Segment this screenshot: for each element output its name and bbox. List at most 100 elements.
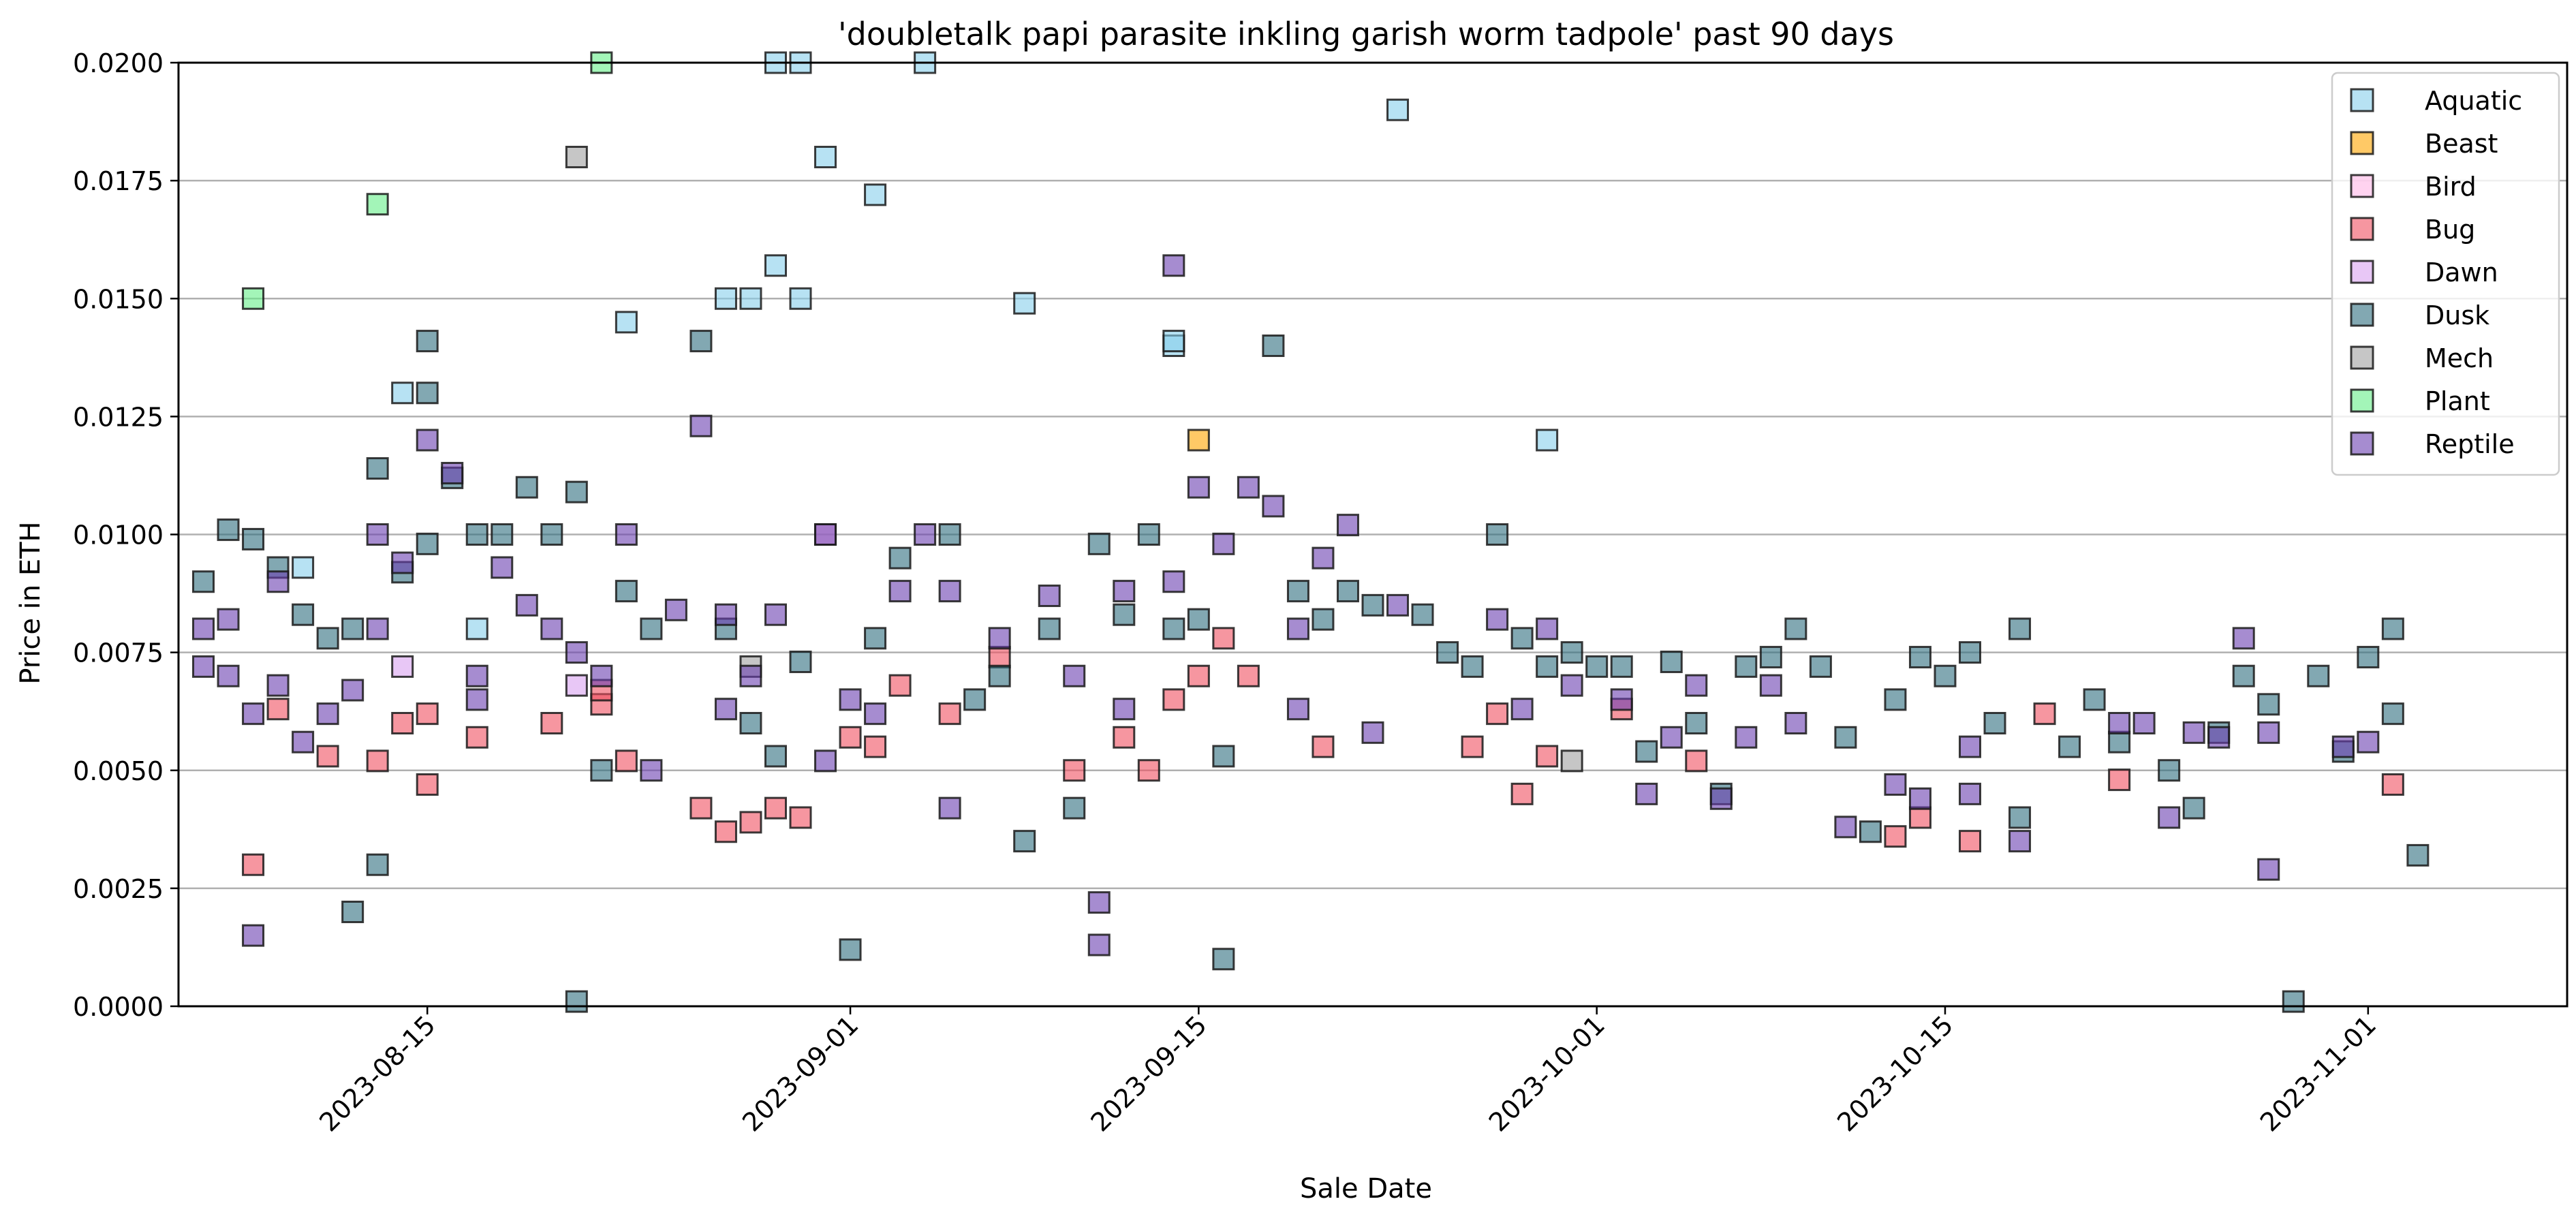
legend-swatch-plant — [2350, 388, 2374, 413]
point-bug-8 — [540, 712, 563, 734]
point-aquatic-0 — [292, 556, 315, 579]
point-dusk-34 — [988, 664, 1011, 687]
point-dusk-76 — [2058, 735, 2081, 758]
legend-swatch-beast — [2350, 131, 2374, 155]
point-plant-1 — [366, 193, 389, 216]
point-dusk-1 — [217, 518, 240, 542]
point-dusk-66 — [1809, 655, 1832, 678]
point-bug-32 — [1510, 782, 1534, 805]
x-tick-label-2: 2023-09-15 — [1085, 1010, 1212, 1137]
point-bug-24 — [1137, 759, 1160, 782]
point-dusk-30 — [864, 627, 887, 650]
point-dusk-59 — [1635, 740, 1658, 763]
point-reptile-5 — [242, 702, 265, 726]
point-dusk-87 — [2357, 646, 2380, 669]
point-reptile-25 — [664, 598, 687, 621]
point-reptile-7 — [266, 570, 290, 593]
x-axis: 2023-08-15 2023-09-01 2023-09-15 2023-10-01… — [313, 1006, 2382, 1138]
legend-swatch-aquatic — [2350, 88, 2374, 112]
point-reptile-64 — [1660, 726, 1683, 749]
point-aquatic-2 — [465, 617, 488, 640]
x-tick-label-3: 2023-10-01 — [1483, 1010, 1611, 1137]
point-reptile-71 — [1884, 773, 1907, 796]
point-aquatic-11 — [864, 183, 887, 206]
point-dusk-26 — [739, 712, 762, 734]
point-dusk-7 — [366, 457, 389, 480]
point-reptile-4 — [242, 924, 265, 947]
legend-label-plant: Plant — [2425, 386, 2490, 416]
point-aquatic-15 — [1162, 330, 1185, 353]
point-dusk-74 — [2008, 617, 2032, 640]
point-reptile-18 — [491, 556, 514, 579]
point-dusk-50 — [1411, 603, 1434, 626]
legend-label-beast: Beast — [2425, 129, 2498, 159]
point-aquatic-16 — [1386, 98, 1410, 121]
point-dusk-11 — [416, 532, 439, 555]
legend-swatch-dusk — [2350, 302, 2374, 327]
point-reptile-84 — [2331, 735, 2355, 758]
point-reptile-23 — [615, 523, 638, 546]
point-reptile-56 — [1361, 721, 1384, 744]
point-reptile-45 — [1113, 698, 1136, 721]
point-dusk-37 — [1063, 796, 1086, 820]
point-reptile-53 — [1286, 617, 1309, 640]
legend-frame — [2331, 72, 2560, 476]
point-reptile-60 — [1536, 617, 1559, 640]
point-bug-11 — [615, 749, 638, 773]
point-reptile-85 — [2357, 730, 2380, 754]
legend-label-dusk: Dusk — [2425, 300, 2489, 330]
gridlines — [179, 61, 2567, 1008]
point-dusk-51 — [1436, 641, 1459, 664]
point-reptile-78 — [2158, 806, 2181, 829]
point-dusk-68 — [1859, 820, 1882, 843]
point-reptile-38 — [938, 580, 961, 603]
point-bug-15 — [764, 796, 787, 820]
point-dusk-6 — [341, 617, 364, 640]
y-axis: 0.0000 0.0025 0.0050 0.0075 0.0100 0.0125 0.01… — [73, 48, 179, 1022]
point-dusk-23 — [640, 617, 663, 640]
point-bug-27 — [1212, 627, 1235, 650]
point-dusk-71 — [1934, 664, 1957, 687]
point-dusk-52 — [1461, 655, 1484, 678]
point-reptile-22 — [590, 664, 613, 687]
point-dusk-40 — [1137, 523, 1160, 546]
point-reptile-47 — [1162, 570, 1185, 593]
point-reptile-32 — [814, 523, 837, 546]
legend-label-bug: Bug — [2425, 215, 2475, 245]
point-dusk-72 — [1959, 641, 1981, 664]
point-dusk-80 — [2182, 796, 2205, 820]
point-dusk-42 — [1187, 608, 1210, 631]
point-dusk-53 — [1486, 523, 1509, 546]
point-dusk-84 — [2282, 990, 2305, 1013]
y-tick-label-3: 0.0075 — [73, 638, 164, 668]
point-bug-12 — [689, 796, 713, 820]
point-reptile-83 — [2257, 721, 2280, 744]
point-bug-40 — [2108, 768, 2131, 792]
point-mech-2 — [1560, 749, 1583, 773]
legend-swatch-reptile — [2350, 431, 2374, 456]
point-reptile-72 — [1908, 787, 1931, 810]
point-reptile-36 — [914, 523, 937, 546]
point-reptile-52 — [1286, 698, 1309, 721]
point-reptile-24 — [640, 759, 663, 782]
point-reptile-27 — [714, 698, 737, 721]
point-bug-25 — [1162, 688, 1185, 711]
point-bug-30 — [1461, 735, 1484, 758]
point-reptile-9 — [316, 702, 339, 726]
point-bug-35 — [1685, 749, 1708, 773]
point-dusk-17 — [515, 476, 538, 499]
point-bug-41 — [2381, 773, 2404, 796]
data-points — [192, 51, 2430, 1013]
point-bug-23 — [1113, 726, 1136, 749]
point-reptile-30 — [764, 603, 787, 626]
point-bug-14 — [739, 811, 762, 834]
point-dusk-32 — [938, 523, 961, 546]
point-reptile-48 — [1187, 476, 1210, 499]
x-tick-label-5: 2023-11-01 — [2254, 1010, 2382, 1137]
point-reptile-20 — [540, 617, 563, 640]
point-dusk-28 — [789, 650, 812, 673]
point-bug-21 — [988, 646, 1011, 669]
legend-swatch-dawn — [2350, 260, 2374, 284]
point-dusk-24 — [689, 330, 713, 353]
point-bug-36 — [1884, 825, 1907, 848]
